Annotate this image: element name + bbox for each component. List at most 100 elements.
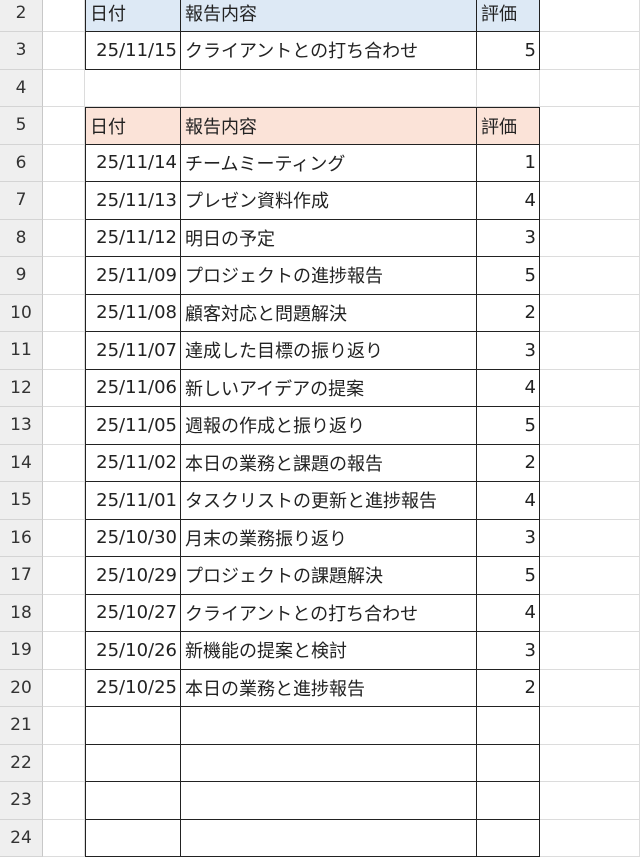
content-cell[interactable] [181,745,477,783]
cell-e[interactable] [540,220,640,258]
date-cell[interactable]: 25/10/29 [85,557,181,595]
cell-a[interactable] [43,745,85,783]
cell-e[interactable] [540,707,640,745]
cell-a[interactable] [43,145,85,183]
rating-cell[interactable]: 4 [477,182,540,220]
cell-a[interactable] [43,595,85,633]
cell-a[interactable] [43,707,85,745]
rating-cell[interactable]: 2 [477,445,540,483]
cell-e[interactable] [540,670,640,708]
date-cell[interactable] [85,707,181,745]
row-header[interactable]: 21 [0,707,43,745]
content-cell[interactable]: チームミーティング [181,145,477,183]
date-cell[interactable]: 25/11/08 [85,295,181,333]
cell-d[interactable] [477,70,540,108]
row-header[interactable]: 9 [0,257,43,295]
content-cell[interactable]: プレゼン資料作成 [181,182,477,220]
cell-a[interactable] [43,70,85,108]
date-cell[interactable]: 25/11/01 [85,482,181,520]
row-header[interactable]: 24 [0,820,43,857]
date-cell[interactable]: 25/11/12 [85,220,181,258]
rating-cell[interactable]: 4 [477,595,540,633]
row-header[interactable]: 10 [0,295,43,333]
cell-e[interactable] [540,595,640,633]
date-cell[interactable] [85,745,181,783]
cell-b[interactable] [85,70,181,108]
cell-e[interactable] [540,145,640,183]
cell-a[interactable] [43,632,85,670]
cell-e[interactable] [540,520,640,558]
rating-cell[interactable] [477,820,540,857]
date-cell[interactable]: 25/11/05 [85,407,181,445]
date-header[interactable]: 日付 [85,0,181,32]
cell-a[interactable] [43,107,85,145]
cell-e[interactable] [540,745,640,783]
date-cell[interactable]: 25/10/25 [85,670,181,708]
row-header[interactable]: 7 [0,182,43,220]
date-cell[interactable]: 25/10/30 [85,520,181,558]
rating-cell[interactable]: 4 [477,482,540,520]
row-header[interactable]: 6 [0,145,43,183]
cell-a[interactable] [43,445,85,483]
cell-e[interactable] [540,70,640,108]
cell-a[interactable] [43,370,85,408]
date-cell[interactable] [85,820,181,857]
content-cell[interactable]: 新機能の提案と検討 [181,632,477,670]
date-cell[interactable]: 25/11/09 [85,257,181,295]
cell-e[interactable] [540,257,640,295]
cell-e[interactable] [540,182,640,220]
row-header[interactable]: 20 [0,670,43,708]
row-header[interactable]: 23 [0,782,43,820]
row-header[interactable]: 2 [0,0,43,32]
content-cell[interactable]: 本日の業務と進捗報告 [181,670,477,708]
row-header[interactable]: 5 [0,107,43,145]
rating-header[interactable]: 評価 [477,0,540,32]
cell-a[interactable] [43,0,85,32]
cell-e[interactable] [540,445,640,483]
cell-a[interactable] [43,32,85,70]
rating-cell[interactable]: 2 [477,295,540,333]
content-cell[interactable]: 明日の予定 [181,220,477,258]
row-header[interactable]: 13 [0,407,43,445]
cell-e[interactable] [540,557,640,595]
cell-e[interactable] [540,782,640,820]
date-cell[interactable]: 25/11/02 [85,445,181,483]
cell-a[interactable] [43,220,85,258]
row-header[interactable]: 17 [0,557,43,595]
cell-e[interactable] [540,632,640,670]
rating-cell[interactable]: 3 [477,332,540,370]
rating-cell[interactable]: 2 [477,670,540,708]
cell-a[interactable] [43,782,85,820]
content-cell[interactable] [181,820,477,857]
rating-cell[interactable]: 5 [477,32,540,70]
content-cell[interactable]: プロジェクトの進捗報告 [181,257,477,295]
cell-a[interactable] [43,520,85,558]
date-cell[interactable]: 25/11/15 [85,32,181,70]
row-header[interactable]: 19 [0,632,43,670]
rating-cell[interactable] [477,782,540,820]
rating-cell[interactable]: 4 [477,370,540,408]
row-header[interactable]: 4 [0,70,43,108]
rating-cell[interactable]: 5 [477,257,540,295]
content-cell[interactable]: 達成した目標の振り返り [181,332,477,370]
content-cell[interactable]: 新しいアイデアの提案 [181,370,477,408]
cell-a[interactable] [43,332,85,370]
cell-a[interactable] [43,670,85,708]
cell-e[interactable] [540,295,640,333]
content-cell[interactable] [181,782,477,820]
date-cell[interactable]: 25/10/27 [85,595,181,633]
rating-cell[interactable]: 3 [477,632,540,670]
cell-e[interactable] [540,370,640,408]
content-cell[interactable]: 月末の業務振り返り [181,520,477,558]
content-cell[interactable]: 本日の業務と課題の報告 [181,445,477,483]
row-header[interactable]: 18 [0,595,43,633]
row-header[interactable]: 14 [0,445,43,483]
rating-cell[interactable]: 3 [477,520,540,558]
date-cell[interactable]: 25/11/06 [85,370,181,408]
row-header[interactable]: 22 [0,745,43,783]
row-header[interactable]: 12 [0,370,43,408]
cell-e[interactable] [540,482,640,520]
content-cell[interactable]: 顧客対応と問題解決 [181,295,477,333]
row-header[interactable]: 8 [0,220,43,258]
date-cell[interactable] [85,782,181,820]
